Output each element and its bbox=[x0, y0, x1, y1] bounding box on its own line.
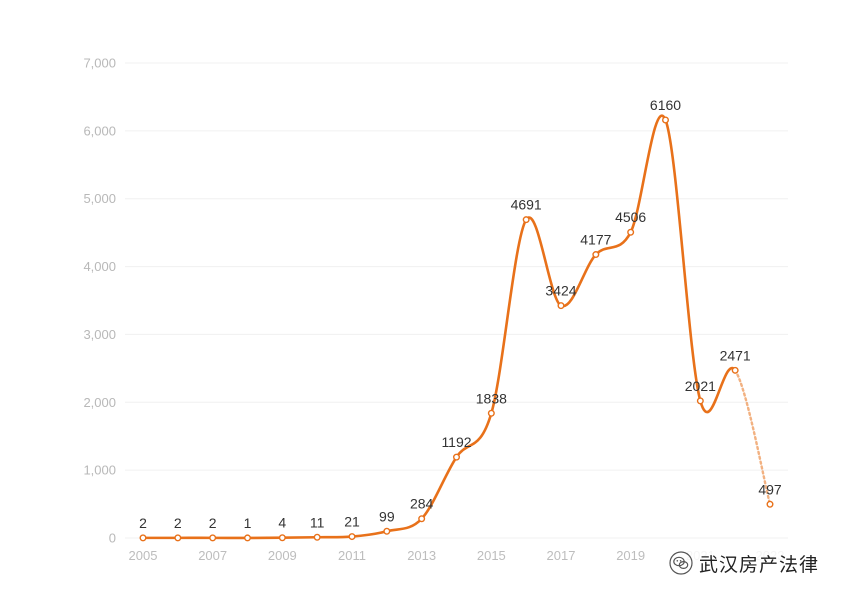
data-point bbox=[278, 534, 286, 542]
data-label: 284 bbox=[410, 496, 434, 512]
data-point bbox=[522, 216, 530, 224]
data-labels: 2 2 2 1 4 11 21 9928411921838469134244177450661… bbox=[139, 97, 782, 531]
data-label: 497 bbox=[758, 481, 782, 497]
data-label: 21 bbox=[344, 514, 360, 530]
data-point bbox=[209, 534, 217, 542]
series-line-dashed bbox=[733, 369, 772, 506]
watermark: 武汉房产法律 bbox=[665, 549, 824, 577]
data-label: 4 bbox=[278, 515, 286, 531]
data-point bbox=[139, 534, 147, 542]
y-tick-label: 4,000 bbox=[83, 259, 116, 274]
y-tick-label: 0 bbox=[109, 531, 116, 546]
x-tick-label: 2005 bbox=[129, 548, 158, 563]
y-axis: 0 1,000 2,000 3,000 4,000 5,000 6,000 7,000 bbox=[83, 56, 116, 546]
series-line bbox=[141, 114, 772, 540]
data-point bbox=[313, 533, 321, 541]
y-tick-label: 7,000 bbox=[83, 56, 116, 71]
x-tick-label: 2009 bbox=[268, 548, 297, 563]
x-tick-label: 2013 bbox=[407, 548, 436, 563]
grid-lines bbox=[125, 62, 788, 539]
data-label: 3424 bbox=[545, 283, 576, 299]
y-tick-label: 6,000 bbox=[83, 123, 116, 138]
y-tick-label: 3,000 bbox=[83, 327, 116, 342]
data-point bbox=[174, 534, 182, 542]
data-label: 4506 bbox=[615, 209, 646, 225]
data-point bbox=[453, 453, 461, 461]
data-point bbox=[243, 534, 251, 542]
data-point bbox=[487, 409, 495, 417]
series-line-solid bbox=[141, 114, 737, 540]
x-tick-label: 2015 bbox=[477, 548, 506, 563]
data-label: 4691 bbox=[511, 197, 542, 213]
data-label: 4177 bbox=[580, 232, 611, 248]
data-label: 1192 bbox=[441, 434, 471, 450]
y-tick-label: 5,000 bbox=[83, 191, 116, 206]
data-label: 2021 bbox=[685, 378, 716, 394]
data-label: 6160 bbox=[650, 97, 681, 113]
data-point bbox=[662, 116, 670, 124]
data-point bbox=[731, 366, 739, 374]
y-tick-label: 2,000 bbox=[83, 395, 116, 410]
data-point bbox=[418, 515, 426, 523]
data-label: 2 bbox=[174, 515, 182, 531]
x-tick-label: 2017 bbox=[547, 548, 576, 563]
data-point bbox=[348, 533, 356, 541]
data-label: 2 bbox=[139, 515, 147, 531]
data-label: 1838 bbox=[476, 390, 507, 406]
x-tick-label: 2007 bbox=[198, 548, 227, 563]
data-label: 1 bbox=[244, 515, 252, 531]
wechat-icon bbox=[669, 551, 693, 575]
data-label: 2471 bbox=[720, 347, 751, 363]
data-point bbox=[383, 527, 391, 535]
y-tick-label: 1,000 bbox=[83, 463, 116, 478]
data-point bbox=[696, 397, 704, 405]
data-label: 99 bbox=[379, 508, 395, 524]
data-point bbox=[592, 251, 600, 259]
series-markers bbox=[139, 116, 774, 542]
x-tick-label: 2011 bbox=[338, 548, 366, 563]
data-label: 2 bbox=[209, 515, 217, 531]
x-tick-label: 2019 bbox=[616, 548, 645, 563]
data-point bbox=[557, 302, 565, 310]
watermark-text: 武汉房产法律 bbox=[699, 553, 820, 576]
data-point bbox=[766, 500, 774, 508]
data-point bbox=[627, 228, 635, 236]
data-label: 11 bbox=[310, 514, 325, 530]
